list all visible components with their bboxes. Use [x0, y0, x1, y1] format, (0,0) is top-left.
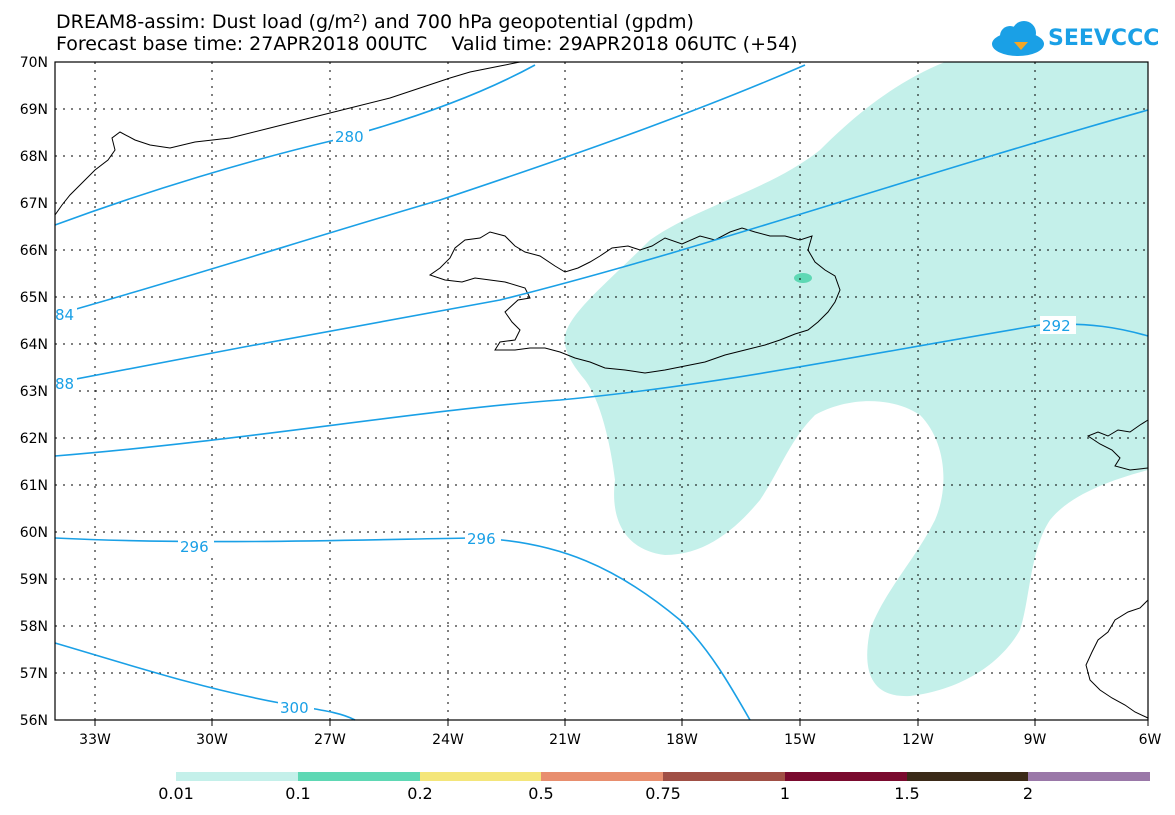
contour-280	[54, 64, 536, 226]
contour-300	[54, 642, 356, 721]
cloud-icon	[992, 21, 1044, 56]
contour-label-292: 292	[1042, 317, 1071, 335]
colorbar-label-7: 2	[1022, 784, 1034, 803]
contour-label-296-west: 296	[180, 538, 209, 556]
contour-288	[54, 109, 1149, 384]
colorbar-swatch-7	[1028, 772, 1150, 781]
greenland-coastline	[54, 61, 521, 216]
colorbar-swatch-0	[176, 772, 298, 781]
lon-label-27w: 27W	[314, 732, 346, 748]
lon-label-9w: 9W	[1024, 732, 1047, 748]
lat-label-67n: 67N	[20, 196, 48, 212]
graticule	[55, 62, 1148, 720]
lon-label-18w: 18W	[666, 732, 698, 748]
iceland-coastline	[428, 227, 841, 374]
colorbar-label-0: 0.01	[158, 784, 194, 803]
lon-label-6w: 6W	[1139, 732, 1162, 748]
lon-label-12w: 12W	[902, 732, 934, 748]
logo-text: SEEVCCC	[1048, 26, 1160, 51]
lon-label-15w: 15W	[784, 732, 816, 748]
colorbar-swatch-1	[298, 772, 420, 781]
lat-label-65n: 65N	[20, 290, 48, 306]
norway-coastline-south	[1085, 599, 1149, 719]
contour-label-284: 84	[55, 306, 74, 324]
colorbar-label-3: 0.5	[528, 784, 554, 803]
lat-label-66n: 66N	[20, 243, 48, 259]
contour-284	[54, 64, 806, 316]
map-title: DREAM8-assim: Dust load (g/m²) and 700 h…	[56, 11, 694, 33]
lat-label-60n: 60N	[20, 525, 48, 541]
contour-label-296-east: 296	[467, 530, 496, 548]
norway-coastline-north	[1086, 419, 1149, 471]
coastlines	[54, 61, 1149, 719]
colorbar-swatch-2	[420, 772, 541, 781]
colorbar-label-5: 1	[779, 784, 791, 803]
lat-label-57n: 57N	[20, 666, 48, 682]
colorbar-label-6: 1.5	[894, 784, 920, 803]
colorbar-label-4: 0.75	[645, 784, 681, 803]
map-subtitle: Forecast base time: 27APR2018 00UTC Vali…	[56, 33, 798, 55]
lon-label-21w: 21W	[549, 732, 581, 748]
lat-label-58n: 58N	[20, 619, 48, 635]
colorbar-swatch-5	[785, 772, 907, 781]
lat-label-63n: 63N	[20, 384, 48, 400]
lon-label-24w: 24W	[432, 732, 464, 748]
contour-296	[54, 537, 751, 721]
lat-label-56n: 56N	[20, 713, 48, 729]
colorbar-swatch-4	[663, 772, 785, 781]
lat-label-61n: 61N	[20, 478, 48, 494]
map-frame	[54, 61, 1149, 721]
colorbar-swatch-3	[541, 772, 663, 781]
colorbar-swatch-6	[907, 772, 1028, 781]
colorbar	[176, 772, 1150, 781]
lon-label-33w: 33W	[79, 732, 111, 748]
contour-label-280: 280	[335, 128, 364, 146]
contour-label-300: 300	[280, 699, 309, 717]
contour-label-group	[55, 127, 1076, 716]
axis-ticks	[94, 720, 1149, 726]
lon-label-30w: 30W	[196, 732, 228, 748]
lat-label-69n: 69N	[20, 102, 48, 118]
lat-label-62n: 62N	[20, 431, 48, 447]
colorbar-label-2: 0.2	[407, 784, 433, 803]
dust-plume	[564, 62, 1148, 697]
colorbar-label-1: 0.1	[285, 784, 311, 803]
contour-label-288: 88	[55, 375, 74, 393]
lat-label-59n: 59N	[20, 572, 48, 588]
lat-label-70n: 70N	[20, 55, 48, 71]
seevccc-logo: SEEVCCC	[988, 20, 1159, 60]
lat-label-64n: 64N	[20, 337, 48, 353]
lat-label-68n: 68N	[20, 149, 48, 165]
dust-patch	[794, 273, 812, 283]
geopotential-contours	[54, 64, 1149, 721]
